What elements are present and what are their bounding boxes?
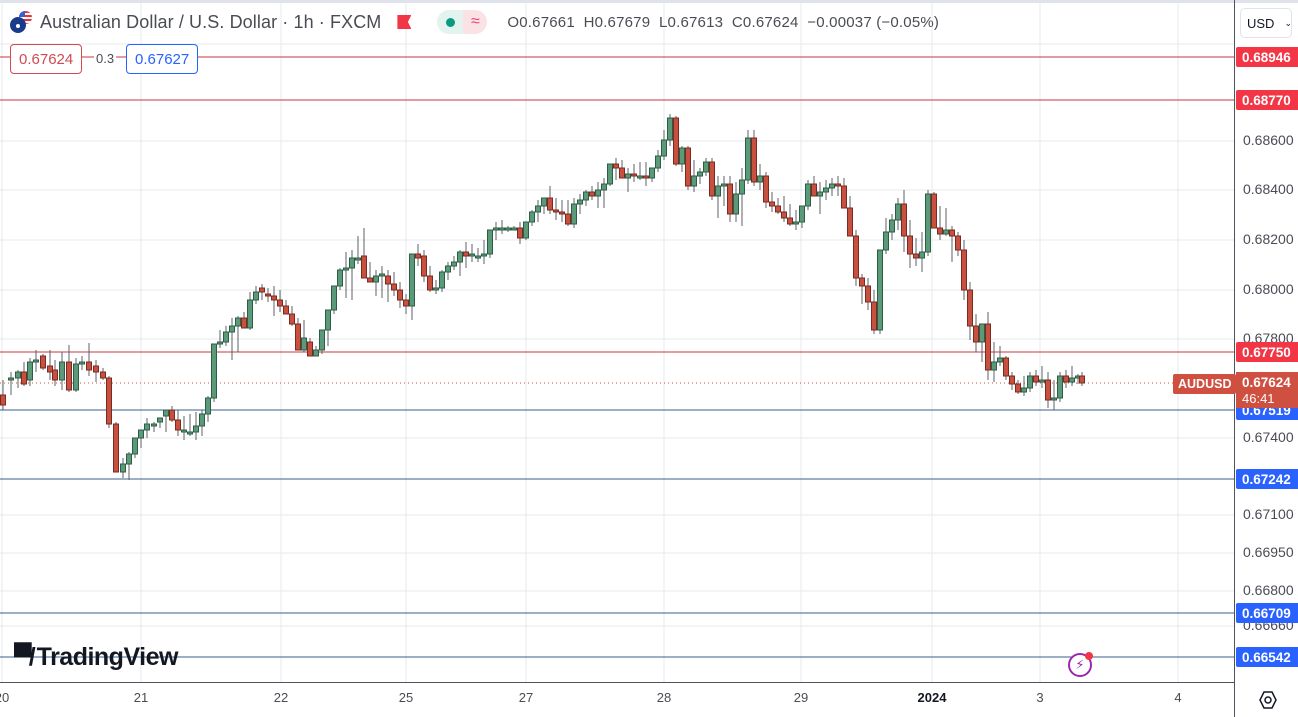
market-flag-icon[interactable]	[397, 15, 412, 29]
price-tick-label: 0.68400	[1243, 181, 1294, 197]
lightning-icon[interactable]: ⚡	[1068, 652, 1093, 677]
last-price-tag: 0.67624 46:41	[1236, 372, 1298, 408]
price-tick-label: 0.68000	[1243, 281, 1294, 297]
tradingview-logo[interactable]: ▀/ TradingView	[14, 643, 178, 672]
time-tick-label: 28	[656, 690, 672, 705]
time-tick-label: 21	[133, 690, 149, 705]
market-status-pill[interactable]: ≈	[437, 10, 488, 34]
time-tick-label: 29	[793, 690, 809, 705]
time-tick-label: 2024	[917, 690, 947, 705]
sell-button[interactable]: 0.67624	[10, 44, 83, 74]
symbol-tag: AUDUSD	[1173, 374, 1237, 394]
settings-gear-icon[interactable]	[1257, 690, 1279, 710]
level-price-tag: 0.67750	[1236, 342, 1298, 362]
time-tick-label: 4	[1174, 690, 1182, 705]
level-price-tag: 0.67242	[1236, 469, 1298, 489]
chevron-down-icon: ⌄	[1284, 17, 1292, 28]
price-tick-label: 0.66950	[1243, 544, 1294, 560]
time-tick-label: 22	[273, 690, 289, 705]
au-us-flag-icon	[10, 11, 34, 33]
tradingview-mark-icon: ▀/	[14, 643, 36, 671]
currency-value: USD	[1247, 15, 1275, 31]
currency-select[interactable]: USD ⌄	[1240, 8, 1292, 38]
wave-icon: ≈	[463, 10, 488, 34]
time-tick-label: 20	[0, 690, 10, 705]
level-price-tag: 0.68946	[1236, 47, 1298, 67]
bar-countdown: 46:41	[1242, 391, 1275, 406]
price-tick-label: 0.66800	[1243, 582, 1294, 598]
time-tick-label: 27	[518, 690, 534, 705]
price-tick-label: 0.67400	[1243, 429, 1294, 445]
symbol-title[interactable]: Australian Dollar / U.S. Dollar · 1h · F…	[40, 11, 382, 32]
logo-text: TradingView	[36, 643, 179, 671]
price-tick-label: 0.67100	[1243, 506, 1294, 522]
price-tick-label: 0.68200	[1243, 231, 1294, 247]
price-tick-label: 0.68600	[1243, 132, 1294, 148]
buy-button[interactable]: 0.67627	[126, 44, 199, 74]
chart-header: Australian Dollar / U.S. Dollar · 1h · F…	[0, 0, 1234, 44]
level-price-tag: 0.66542	[1236, 647, 1298, 667]
ohlc-values: O0.67661 H0.67679 L0.67613 C0.67624 −0.0…	[507, 13, 940, 31]
spread-value: 0.3	[94, 51, 117, 66]
time-tick-label: 25	[398, 690, 414, 705]
last-price: 0.67624	[1242, 375, 1291, 390]
level-price-tag: 0.66709	[1236, 603, 1298, 623]
market-open-dot-icon	[437, 10, 464, 34]
time-tick-label: 3	[1036, 690, 1044, 705]
level-price-tag: 0.68770	[1236, 90, 1298, 110]
